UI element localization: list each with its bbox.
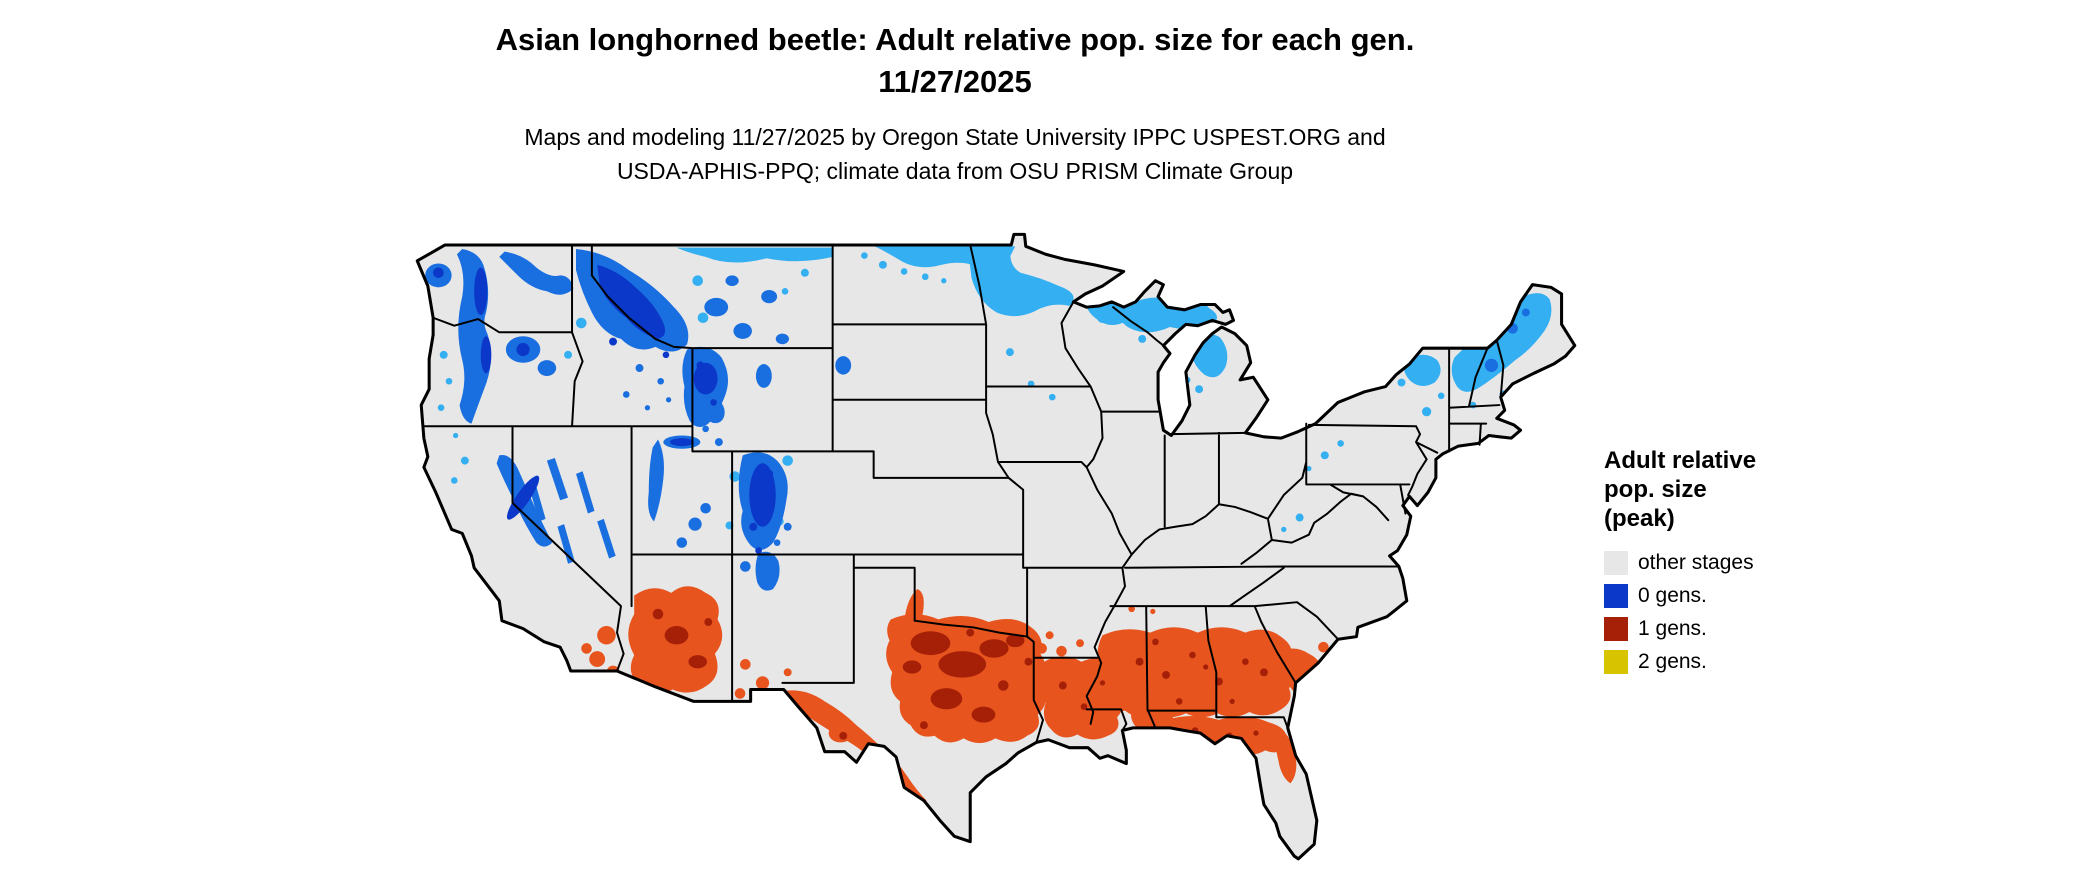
page-title-date: 11/27/2025 <box>878 64 1032 99</box>
legend-label-1-gens: 1 gens. <box>1638 616 1707 640</box>
legend-items: other stages 0 gens. 1 gens. 2 gens. <box>1604 546 1824 678</box>
map-overlays <box>425 246 1552 809</box>
page-title: Asian longhorned beetle: Adult relative … <box>495 22 1415 57</box>
legend-title-line-3: (peak) <box>1604 505 1675 532</box>
legend-title: Adult relative pop. size (peak) <box>1604 446 1824 533</box>
us-outline <box>415 232 1577 861</box>
map-region-1gens-deep <box>652 608 1268 740</box>
legend: Adult relative pop. size (peak) other st… <box>1604 446 1824 678</box>
legend-title-line-1: Adult relative <box>1604 447 1757 474</box>
map-container <box>322 196 1592 884</box>
legend-item-other-stages: other stages <box>1604 546 1824 579</box>
map-region-0gens-deep <box>433 264 776 554</box>
legend-swatch-0-gens <box>1604 583 1628 608</box>
legend-swatch-2-gens <box>1604 649 1628 674</box>
legend-label-2-gens: 2 gens. <box>1638 649 1707 673</box>
legend-item-2-gens: 2 gens. <box>1604 645 1824 678</box>
legend-label-other-stages: other stages <box>1638 550 1754 574</box>
state-borders <box>422 243 1505 744</box>
legend-swatch-1-gens <box>1604 616 1628 641</box>
subtitle-line-1: Maps and modeling 11/27/2025 by Oregon S… <box>524 124 1386 150</box>
legend-swatch-other-stages <box>1604 550 1628 575</box>
legend-label-0-gens: 0 gens. <box>1638 583 1707 607</box>
legend-item-1-gens: 1 gens. <box>1604 612 1824 645</box>
legend-title-line-2: pop. size <box>1604 476 1707 503</box>
figure-titles: Asian longhorned beetle: Adult relative … <box>0 0 1910 200</box>
legend-item-0-gens: 0 gens. <box>1604 579 1824 612</box>
subtitle-line-2: USDA-APHIS-PPQ; climate data from OSU PR… <box>616 158 1294 184</box>
us-map <box>415 232 1577 861</box>
